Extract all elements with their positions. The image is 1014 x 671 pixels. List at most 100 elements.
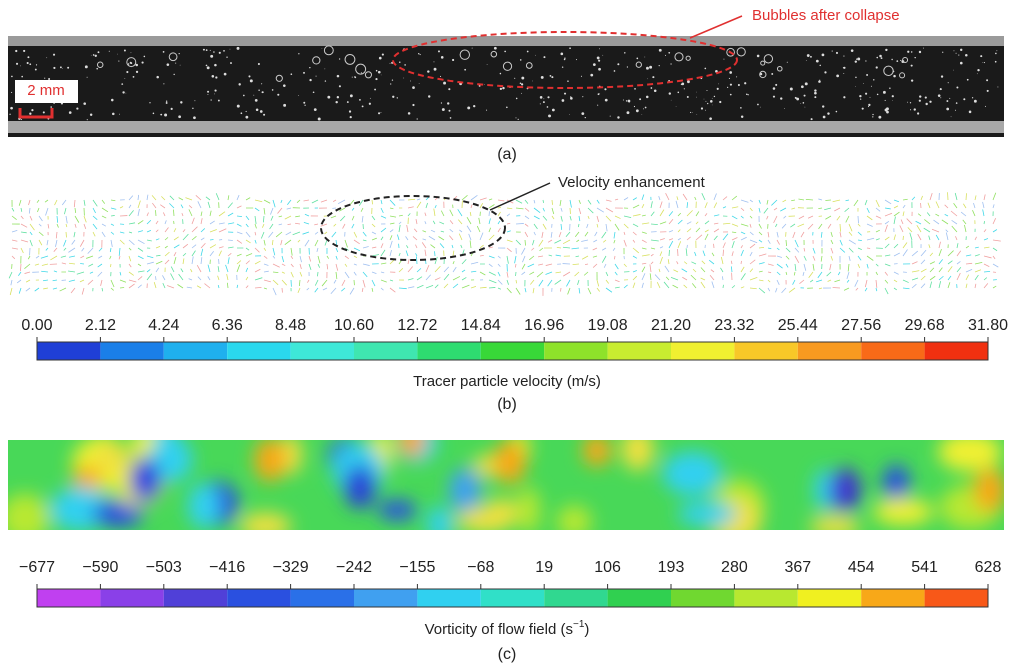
vector xyxy=(596,287,600,292)
particle xyxy=(205,49,208,52)
particle xyxy=(76,107,79,110)
particle xyxy=(515,97,518,100)
vector xyxy=(434,277,441,281)
particle xyxy=(907,50,910,53)
vector xyxy=(767,279,771,283)
vector xyxy=(547,279,553,287)
vector xyxy=(956,267,962,273)
vector xyxy=(263,279,271,283)
vector xyxy=(515,287,521,295)
vector xyxy=(466,216,472,225)
particle xyxy=(597,104,599,106)
vector xyxy=(893,205,899,209)
vector xyxy=(162,282,166,289)
vector xyxy=(25,287,31,292)
vector xyxy=(832,287,841,289)
vector xyxy=(188,278,193,281)
vector xyxy=(349,287,355,295)
vector xyxy=(857,239,862,241)
vector xyxy=(506,230,511,233)
vector xyxy=(36,199,40,203)
vector xyxy=(74,223,77,228)
vector xyxy=(69,262,76,265)
vector xyxy=(182,229,186,233)
particle xyxy=(539,103,541,105)
particle xyxy=(245,110,247,113)
vector xyxy=(530,279,535,285)
vector xyxy=(362,231,367,237)
leader-line xyxy=(689,15,743,39)
particle xyxy=(622,99,624,101)
vector xyxy=(281,271,285,274)
vector xyxy=(20,239,29,243)
vector xyxy=(371,237,377,241)
vector xyxy=(605,199,612,202)
vector xyxy=(953,203,958,209)
vector xyxy=(173,228,177,233)
vector xyxy=(776,263,783,269)
vector xyxy=(361,287,364,293)
vector xyxy=(923,227,931,233)
vector xyxy=(740,223,749,227)
vector xyxy=(596,215,600,223)
particle xyxy=(759,106,761,108)
particle xyxy=(164,113,168,117)
vector xyxy=(146,255,154,259)
vector xyxy=(351,215,355,221)
vector xyxy=(686,228,692,233)
particle xyxy=(223,72,227,76)
vector xyxy=(254,239,257,244)
vector xyxy=(285,231,292,236)
vector xyxy=(983,270,991,273)
vector xyxy=(864,279,868,288)
vector xyxy=(690,274,697,281)
vector xyxy=(45,207,49,216)
vector xyxy=(92,223,98,230)
tick-label: −155 xyxy=(399,559,435,576)
vector xyxy=(515,199,523,204)
vector xyxy=(594,231,598,237)
bubble xyxy=(459,49,470,60)
vector xyxy=(965,262,973,265)
vector xyxy=(577,279,580,285)
vector xyxy=(776,279,780,286)
vector xyxy=(864,199,868,206)
vector xyxy=(857,255,862,261)
vector xyxy=(694,196,697,201)
particle xyxy=(859,94,862,98)
particle xyxy=(696,96,697,98)
annotation: Velocity enhancement xyxy=(558,174,706,191)
vector xyxy=(227,246,234,249)
vector xyxy=(362,271,368,278)
vector xyxy=(299,263,302,270)
vector xyxy=(964,224,967,233)
vector xyxy=(506,247,512,253)
vector xyxy=(281,263,286,267)
vector xyxy=(29,215,33,221)
vector xyxy=(170,273,175,281)
particle xyxy=(814,91,817,95)
vector xyxy=(875,199,880,208)
vector xyxy=(195,195,202,201)
vector xyxy=(767,231,770,238)
particle xyxy=(746,93,748,96)
particle xyxy=(835,51,839,54)
particle xyxy=(885,48,888,52)
particle xyxy=(867,106,870,108)
colorbar-segment xyxy=(163,342,228,360)
blob xyxy=(91,500,144,528)
vector xyxy=(771,199,778,206)
vector xyxy=(884,287,889,295)
vector xyxy=(683,284,688,289)
vector xyxy=(440,230,445,233)
vector xyxy=(371,287,374,292)
blob xyxy=(254,440,286,482)
particle xyxy=(715,70,718,73)
vector xyxy=(119,231,125,234)
vector xyxy=(893,211,900,217)
vector xyxy=(749,259,756,265)
vector xyxy=(601,255,607,263)
vector xyxy=(98,255,103,259)
particle xyxy=(982,62,984,63)
particle xyxy=(740,107,742,109)
